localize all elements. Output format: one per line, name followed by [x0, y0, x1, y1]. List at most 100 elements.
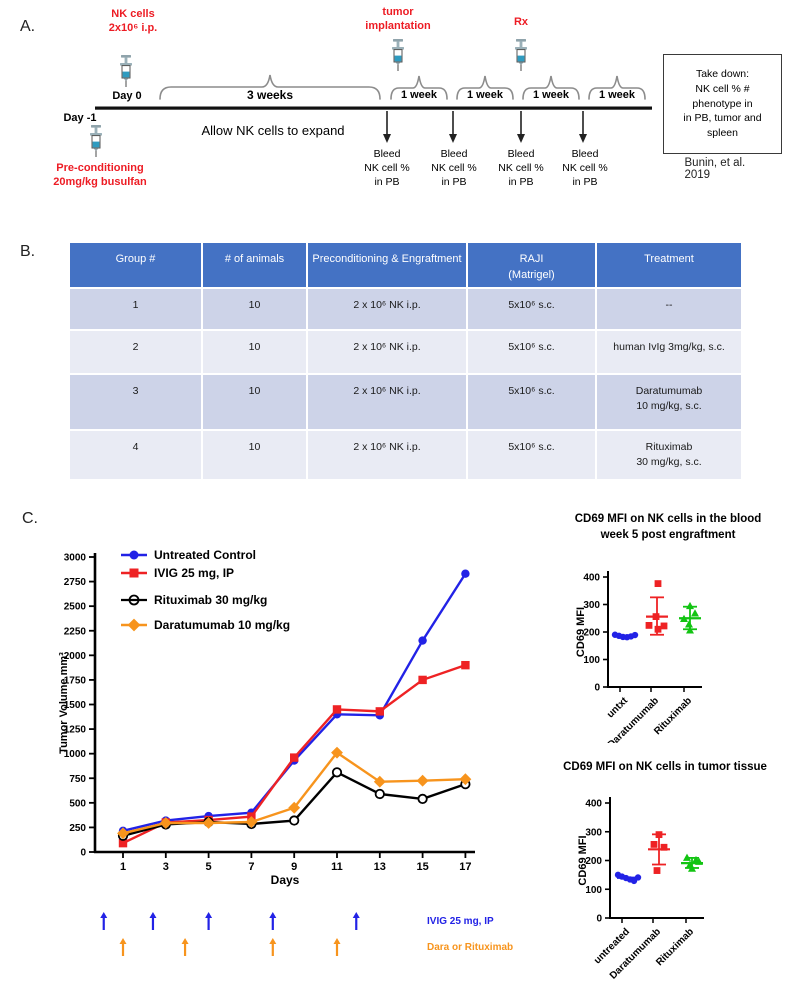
table-header-cell: Treatment — [597, 243, 741, 287]
table-cell: 10 — [203, 289, 306, 329]
svg-text:1500: 1500 — [64, 700, 87, 711]
svg-text:500: 500 — [69, 798, 86, 809]
timeline-braces — [159, 74, 646, 100]
nk-cells-label: NK cells 2x10⁶ i.p. — [108, 8, 158, 34]
table-cell: Daratumumab 10 mg/kg, s.c. — [597, 375, 741, 429]
table-cell: 2 x 10⁶ NK i.p. — [308, 289, 466, 329]
table-cell: -- — [597, 289, 741, 329]
svg-text:1750: 1750 — [64, 675, 87, 686]
svg-text:0: 0 — [594, 683, 600, 694]
panel-c-label: C. — [22, 510, 38, 527]
svg-text:2500: 2500 — [64, 602, 87, 613]
svg-text:200: 200 — [585, 856, 602, 867]
bleed-label-2: Bleed NK cell % in PB — [431, 148, 477, 189]
svg-text:1: 1 — [120, 861, 126, 873]
rx-label: Rx — [513, 16, 529, 28]
table-cell: 1 — [70, 289, 201, 329]
svg-text:9: 9 — [291, 861, 297, 873]
svg-text:Daratumumab 10 mg/kg: Daratumumab 10 mg/kg — [154, 618, 290, 632]
citation: Bunin, et al. 2019 — [684, 157, 746, 181]
svg-text:750: 750 — [69, 774, 86, 785]
svg-text:200: 200 — [583, 628, 600, 639]
svg-text:400: 400 — [585, 799, 602, 810]
brace-week-2 — [456, 75, 514, 100]
svg-text:300: 300 — [585, 827, 602, 838]
bleed-label-3: Bleed NK cell % in PB — [498, 148, 544, 189]
svg-text:17: 17 — [459, 861, 471, 873]
syringe-icon — [391, 38, 405, 72]
week-1-label: 1 week — [400, 89, 438, 101]
table-cell: 10 — [203, 331, 306, 373]
svg-text:untxt: untxt — [605, 695, 631, 721]
svg-text:100: 100 — [585, 885, 602, 896]
bleed-label-1: Bleed NK cell % in PB — [364, 148, 410, 189]
table-header-cell: RAJI (Matrigel) — [468, 243, 595, 287]
svg-text:CD69 MFI on NK cells in tumor: CD69 MFI on NK cells in tumor tissue — [563, 761, 767, 773]
week-4-label: 1 week — [598, 89, 636, 101]
table-header-cell: # of animals — [203, 243, 306, 287]
table-cell: 3 — [70, 375, 201, 429]
table-cell: 2 x 10⁶ NK i.p. — [308, 375, 466, 429]
svg-text:2250: 2250 — [64, 626, 87, 637]
table-cell: 4 — [70, 431, 201, 479]
cd69-blood-scatter: CD69 MFI on NK cells in the blood week 5 … — [575, 513, 762, 743]
table-cell: 2 x 10⁶ NK i.p. — [308, 331, 466, 373]
svg-text:IVIG 25 mg, IP: IVIG 25 mg, IP — [154, 566, 234, 580]
tumor-volume-chart: 0 250 500 750 1000 1250 1500 1750 2000 2250 2500 27… — [58, 548, 513, 956]
table-cell: 10 — [203, 431, 306, 479]
expand-label: Allow NK cells to expand — [201, 123, 345, 138]
table-cell: 5x10⁶ s.c. — [468, 331, 595, 373]
svg-text:13: 13 — [374, 861, 386, 873]
group-table: Group # # of animals Preconditioning & Eng… — [70, 243, 741, 479]
takedown-box: Take down: NK cell % # phenotype in in P… — [663, 54, 782, 154]
timeline-axis — [95, 106, 652, 110]
brace-3-weeks — [159, 74, 381, 100]
table-header-cell: Group # — [70, 243, 201, 287]
table-cell: 5x10⁶ s.c. — [468, 375, 595, 429]
svg-text:250: 250 — [69, 823, 86, 834]
three-weeks-label: 3 weeks — [246, 88, 294, 102]
svg-text:CD69 MFI: CD69 MFI — [577, 835, 589, 885]
cd69-tumor-scatter: CD69 MFI on NK cells in tumor tissue 0 100… — [563, 761, 767, 982]
week-3-label: 1 week — [532, 89, 570, 101]
svg-text:CD69 MFI on NK cells in the bl: CD69 MFI on NK cells in the blood — [575, 513, 762, 525]
table-cell: Rituximab 30 mg/kg, s.c. — [597, 431, 741, 479]
svg-text:IVIG 25 mg, IP: IVIG 25 mg, IP — [427, 916, 494, 927]
svg-text:3000: 3000 — [64, 553, 87, 564]
table-cell: 5x10⁶ s.c. — [468, 431, 595, 479]
svg-text:2750: 2750 — [64, 577, 87, 588]
svg-text:15: 15 — [416, 861, 428, 873]
table-header-cell: Preconditioning & Engraftment — [308, 243, 466, 287]
svg-text:0: 0 — [596, 914, 602, 925]
table-cell: 10 — [203, 375, 306, 429]
svg-text:2000: 2000 — [64, 651, 87, 662]
svg-text:100: 100 — [583, 655, 600, 666]
bleed-arrows — [383, 111, 587, 143]
svg-text:Rituximab 30 mg/kg: Rituximab 30 mg/kg — [154, 593, 267, 607]
table-cell: human IvIg 3mg/kg, s.c. — [597, 331, 741, 373]
syringe-icon — [119, 54, 133, 88]
svg-text:1000: 1000 — [64, 749, 87, 760]
brace-week-1 — [390, 75, 448, 100]
svg-text:Untreated Control: Untreated Control — [154, 548, 256, 562]
brace-week-4 — [588, 75, 646, 100]
panel-b-label: B. — [20, 243, 36, 260]
week-2-label: 1 week — [466, 89, 504, 101]
svg-text:Days: Days — [271, 873, 300, 887]
svg-text:300: 300 — [583, 600, 600, 611]
syringe-icon — [89, 124, 103, 158]
timeline-graphics — [89, 38, 652, 158]
brace-week-3 — [522, 75, 580, 100]
table-cell: 2 x 10⁶ NK i.p. — [308, 431, 466, 479]
table-cell: 2 — [70, 331, 201, 373]
svg-text:400: 400 — [583, 573, 600, 584]
svg-text:Dara or Rituximab: Dara or Rituximab — [427, 942, 513, 953]
svg-text:5: 5 — [206, 861, 212, 873]
svg-text:1250: 1250 — [64, 725, 87, 736]
panel-a-label: A. — [20, 18, 36, 35]
svg-text:11: 11 — [331, 861, 343, 873]
bleed-label-4: Bleed NK cell % in PB — [562, 148, 608, 189]
svg-text:CD69 MFI: CD69 MFI — [575, 607, 587, 657]
svg-text:7: 7 — [248, 861, 254, 873]
